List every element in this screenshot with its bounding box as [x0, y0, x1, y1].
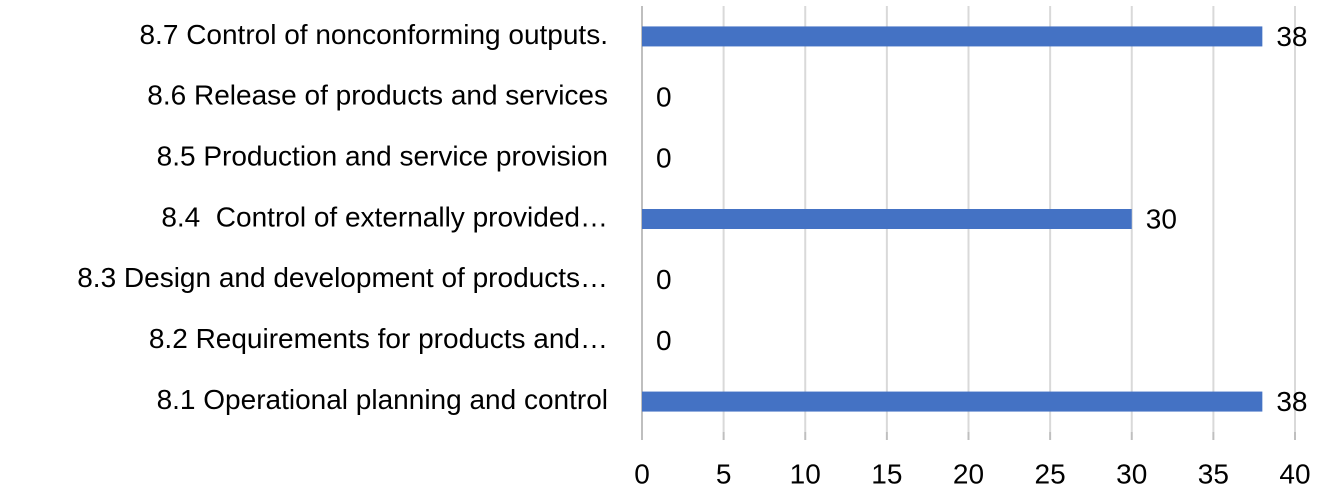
value-label: 0 [656, 82, 672, 113]
y-tick-label: 8.4 Control of externally provided… [161, 201, 608, 232]
y-tick-label: 8.7 Control of nonconforming outputs. [139, 19, 608, 50]
bar [642, 209, 1132, 229]
y-tick-label: 8.1 Operational planning and control [157, 384, 608, 415]
x-tick-label: 40 [1279, 458, 1310, 489]
y-tick-label: 8.3 Design and development of products… [77, 262, 608, 293]
x-tick-label: 30 [1116, 458, 1147, 489]
value-label: 0 [656, 143, 672, 174]
x-tick-label: 35 [1198, 458, 1229, 489]
bar [642, 391, 1263, 412]
x-tick-label: 0 [634, 458, 650, 489]
x-tick-label: 10 [790, 458, 821, 489]
bar [642, 26, 1263, 47]
value-label: 30 [1146, 203, 1177, 234]
value-label: 38 [1276, 21, 1307, 52]
y-tick-label: 8.5 Production and service provision [157, 141, 608, 172]
y-tick-label: 8.6 Release of products and services [147, 80, 608, 111]
value-label: 0 [656, 325, 672, 356]
value-label: 0 [656, 264, 672, 295]
x-tick-label: 5 [716, 458, 732, 489]
value-label: 38 [1276, 386, 1307, 417]
x-tick-label: 20 [953, 458, 984, 489]
x-tick-label: 25 [1035, 458, 1066, 489]
x-tick-label: 15 [871, 458, 902, 489]
y-tick-label: 8.2 Requirements for products and… [149, 323, 608, 354]
